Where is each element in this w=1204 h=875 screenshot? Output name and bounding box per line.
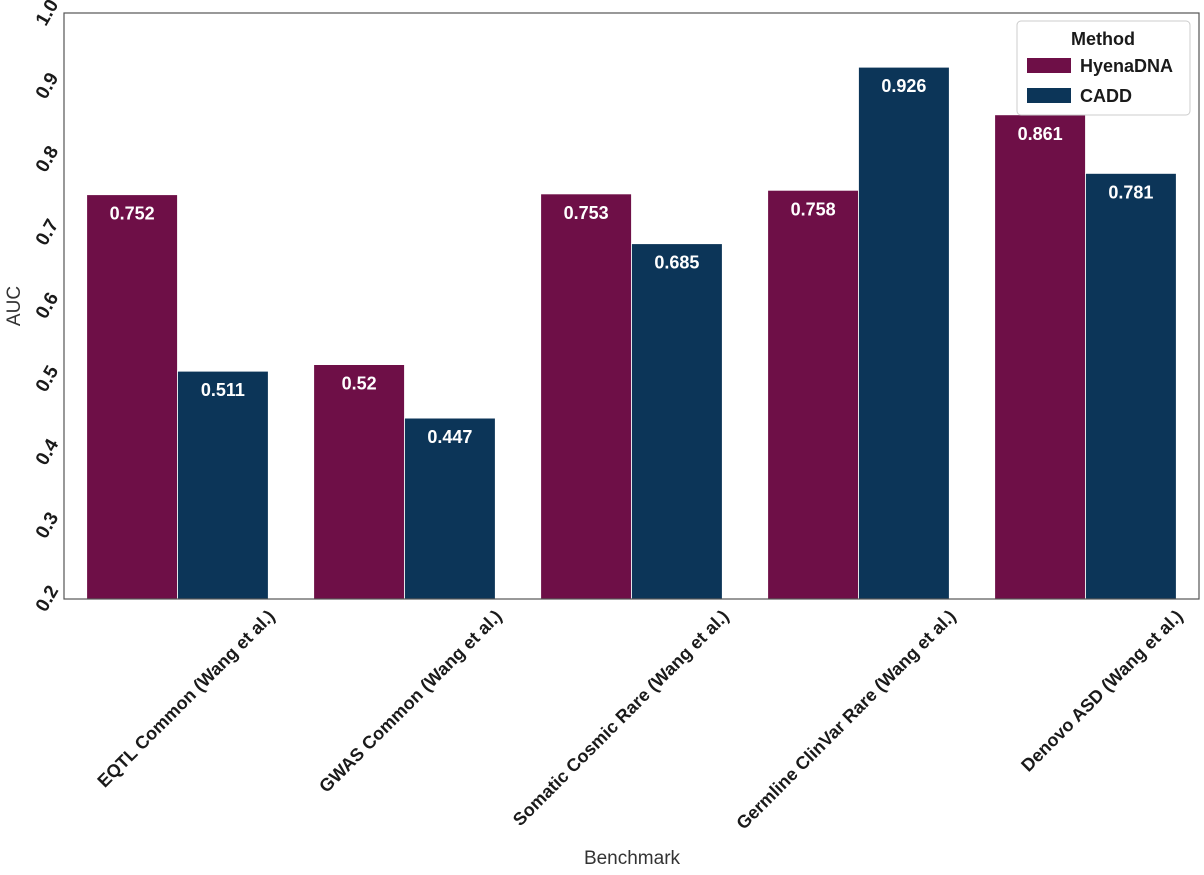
bars-layer <box>86 66 1177 600</box>
legend-swatch-hyenadna <box>1027 58 1071 73</box>
y-tick-label: 0.4 <box>32 435 64 469</box>
y-tick-label: 0.7 <box>32 216 63 249</box>
x-tick-label: Somatic Cosmic Rare (Wang et al.) <box>509 606 733 830</box>
y-tick-labels: 0.2 0.3 0.4 0.5 0.6 0.7 0.8 0.9 1.0 <box>32 0 64 615</box>
y-tick-label: 0.2 <box>32 582 63 615</box>
legend-label-cadd: CADD <box>1080 86 1132 106</box>
plot-frame <box>63 12 1200 600</box>
legend-swatch-cadd <box>1027 88 1071 103</box>
bar-value-label: 0.758 <box>791 199 836 219</box>
y-tick-label: 0.8 <box>32 143 63 176</box>
bar-hyenadna-4 <box>767 189 859 600</box>
legend-title: Method <box>1071 29 1135 49</box>
bar-cadd-1 <box>177 370 269 600</box>
y-tick-label: 1.0 <box>32 0 63 29</box>
bar-cadd-4 <box>858 66 950 600</box>
legend: Method HyenaDNA CADD <box>1016 20 1191 116</box>
x-tick-label: Germline ClinVar Rare (Wang et al.) <box>732 606 959 833</box>
bar-labels-layer: 0.752 0.511 0.52 0.447 0.753 0.685 0.758 0.926 0… <box>110 76 1154 447</box>
legend-label-hyenadna: HyenaDNA <box>1080 56 1173 76</box>
y-tick-label: 0.6 <box>32 289 63 322</box>
x-tick-label: EQTL Common (Wang et al.) <box>93 606 278 791</box>
bar-hyenadna-3 <box>540 193 632 600</box>
bar-cadd-5 <box>1085 172 1177 600</box>
bar-cadd-2 <box>404 417 496 600</box>
x-tick-label: Denovo ASD (Wang et al.) <box>1017 606 1186 775</box>
bar-value-label: 0.685 <box>654 253 699 273</box>
bar-value-label: 0.926 <box>881 76 926 96</box>
y-axis-label: AUC <box>4 286 25 326</box>
y-tick-label: 0.3 <box>32 509 63 542</box>
bar-value-label: 0.753 <box>564 203 609 223</box>
bar-value-label: 0.861 <box>1018 124 1063 144</box>
bar-value-label: 0.511 <box>201 380 245 400</box>
bar-value-label: 0.52 <box>342 374 377 394</box>
x-axis-label: Benchmark <box>584 848 681 869</box>
bar-cadd-3 <box>631 243 723 600</box>
bar-hyenadna-5 <box>994 114 1086 600</box>
y-tick-label: 0.9 <box>32 69 63 102</box>
x-tick-label: GWAS Common (Wang et al.) <box>315 606 505 796</box>
bar-value-label: 0.781 <box>1108 182 1153 202</box>
bar-hyenadna-1 <box>86 194 178 600</box>
bar-value-label: 0.447 <box>427 427 472 447</box>
y-tick-label: 0.5 <box>32 362 64 396</box>
x-tick-labels: EQTL Common (Wang et al.) GWAS Common (Wa… <box>93 606 1186 833</box>
bar-value-label: 0.752 <box>110 204 155 224</box>
bar-hyenadna-2 <box>313 364 405 600</box>
